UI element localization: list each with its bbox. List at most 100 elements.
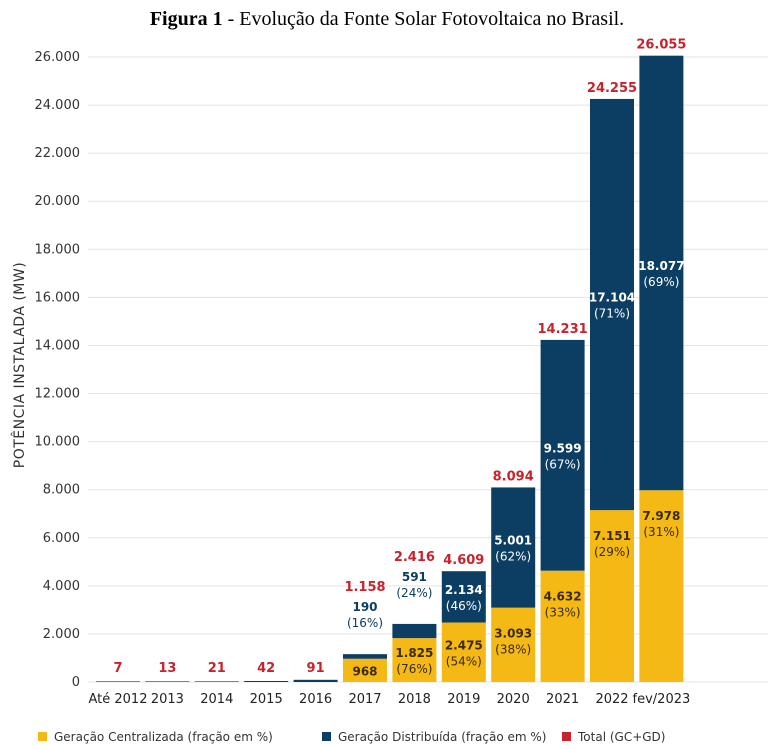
y-tick-label: 16.000	[35, 290, 81, 305]
distribuida-pct-label: (24%)	[396, 586, 432, 600]
bar-distribuida	[293, 679, 338, 682]
distribuida-pct-label: (16%)	[347, 616, 383, 630]
bar-centralizada	[392, 638, 437, 682]
centralizada-pct-label: (31%)	[643, 525, 679, 539]
centralizada-value-label: 3.093	[494, 627, 532, 641]
figure-title: - Evolução da Fonte Solar Fotovoltaica n…	[222, 8, 625, 30]
bar-distribuida	[96, 681, 140, 682]
distribuida-value-label: 17.104	[589, 291, 635, 305]
y-tick-label: 0	[72, 675, 80, 690]
total-label: 21	[208, 661, 226, 676]
bars	[96, 55, 684, 682]
bar-centralizada	[590, 510, 634, 682]
distribuida-value-label: 18.077	[638, 259, 684, 273]
y-tick-label: 6.000	[43, 531, 80, 546]
bar-distribuida	[145, 681, 190, 682]
total-label: 2.416	[394, 550, 435, 565]
bar-centralizada	[441, 622, 486, 682]
centralizada-value-label: 968	[352, 664, 377, 678]
bar-distribuida	[590, 98, 634, 511]
total-label: 26.055	[636, 38, 686, 53]
distribuida-value-label: 9.599	[544, 441, 582, 455]
total-label: 42	[257, 661, 275, 676]
x-tick-label: 2016	[299, 692, 332, 707]
centralizada-pct-label: (76%)	[396, 662, 432, 676]
x-tick-label: 2017	[348, 692, 381, 707]
distribuida-value-label: 591	[402, 570, 427, 584]
y-tick-label: 26.000	[35, 50, 81, 65]
legend-label: Total (GC+GD)	[577, 730, 665, 744]
bar-distribuida	[194, 681, 239, 682]
y-tick-label: 10.000	[35, 435, 81, 450]
x-tick-label: fev/2023	[633, 692, 691, 707]
total-label: 24.255	[587, 81, 637, 96]
x-tick-label: 2015	[250, 692, 283, 707]
y-tick-label: 12.000	[35, 387, 81, 402]
y-tick-label: 2.000	[43, 627, 80, 642]
x-tick-label: 2013	[151, 692, 184, 707]
legend: Geração Centralizada (fração em %) Geraçã…	[38, 730, 665, 744]
centralizada-pct-label: (29%)	[594, 545, 630, 559]
x-tick-label: 2022	[595, 692, 628, 707]
centralizada-value-label: 4.632	[544, 590, 582, 604]
bar-distribuida	[491, 487, 536, 608]
total-label: 4.609	[443, 553, 484, 568]
y-tick-label: 18.000	[35, 242, 81, 257]
distribuida-pct-label: (46%)	[446, 599, 482, 613]
data-labels: 7 13 21 42 91 1.158 968 190 (16%) 2.416 1.825 (76%)…	[113, 38, 686, 679]
bar-centralizada	[540, 570, 585, 682]
distribuida-value-label: 5.001	[494, 534, 532, 548]
figure-number: Figura 1	[149, 8, 223, 30]
total-label: 7	[113, 661, 122, 676]
figure-caption: Figura 1 - Evolução da Fonte Solar Fotov…	[0, 8, 774, 31]
legend-label: Geração Distribuída (fração em %)	[338, 730, 547, 744]
x-tick-label: Até 2012	[89, 692, 148, 707]
centralizada-value-label: 1.825	[395, 646, 433, 660]
bar-distribuida	[441, 571, 486, 623]
distribuida-pct-label: (69%)	[643, 275, 679, 289]
centralizada-pct-label: (33%)	[545, 606, 581, 620]
bar-distribuida	[540, 339, 585, 571]
x-axis-ticks: Até 2012 2013 2014 2015 2016 2017 2018 2019 2020…	[89, 692, 691, 707]
total-label: 1.158	[344, 580, 385, 595]
total-label: 14.231	[538, 322, 588, 337]
total-label: 8.094	[493, 469, 534, 484]
x-tick-label: 2020	[497, 692, 530, 707]
x-tick-label: 2014	[200, 692, 233, 707]
centralizada-pct-label: (54%)	[446, 654, 482, 668]
y-tick-label: 20.000	[35, 194, 81, 209]
y-tick-label: 24.000	[35, 98, 81, 113]
distribuida-pct-label: (71%)	[594, 307, 630, 321]
centralizada-value-label: 7.151	[593, 529, 631, 543]
distribuida-pct-label: (67%)	[545, 457, 581, 471]
legend-swatch	[562, 732, 571, 741]
y-axis-label: POTÊNCIA INSTALADA (MW)	[10, 262, 28, 468]
centralizada-value-label: 2.475	[445, 638, 483, 652]
distribuida-pct-label: (62%)	[495, 550, 531, 564]
y-axis-ticks: 0 2.000 4.000 6.000 8.000 10.000 12.000 14.000 1…	[35, 50, 81, 690]
bar-distribuida	[244, 680, 289, 682]
centralizada-pct-label: (38%)	[495, 643, 531, 657]
total-label: 13	[158, 661, 176, 676]
legend-label: Geração Centralizada (fração em %)	[54, 730, 273, 744]
y-tick-label: 14.000	[35, 338, 81, 353]
total-label: 91	[307, 661, 325, 676]
legend-swatch	[322, 732, 331, 741]
centralizada-value-label: 7.978	[642, 509, 680, 523]
distribuida-value-label: 190	[352, 600, 377, 614]
bar-distribuida	[343, 654, 387, 659]
legend-swatch	[38, 732, 47, 741]
y-tick-label: 22.000	[35, 146, 81, 161]
bar-distribuida	[639, 55, 684, 491]
x-tick-label: 2021	[546, 692, 579, 707]
bar-centralizada	[639, 490, 684, 682]
x-tick-label: 2018	[398, 692, 431, 707]
bar-centralizada	[343, 658, 387, 682]
distribuida-value-label: 2.134	[445, 583, 483, 597]
bar-distribuida	[392, 623, 437, 639]
y-tick-label: 4.000	[43, 579, 80, 594]
y-tick-label: 8.000	[43, 483, 80, 498]
x-tick-label: 2019	[447, 692, 480, 707]
bar-centralizada	[491, 607, 536, 682]
